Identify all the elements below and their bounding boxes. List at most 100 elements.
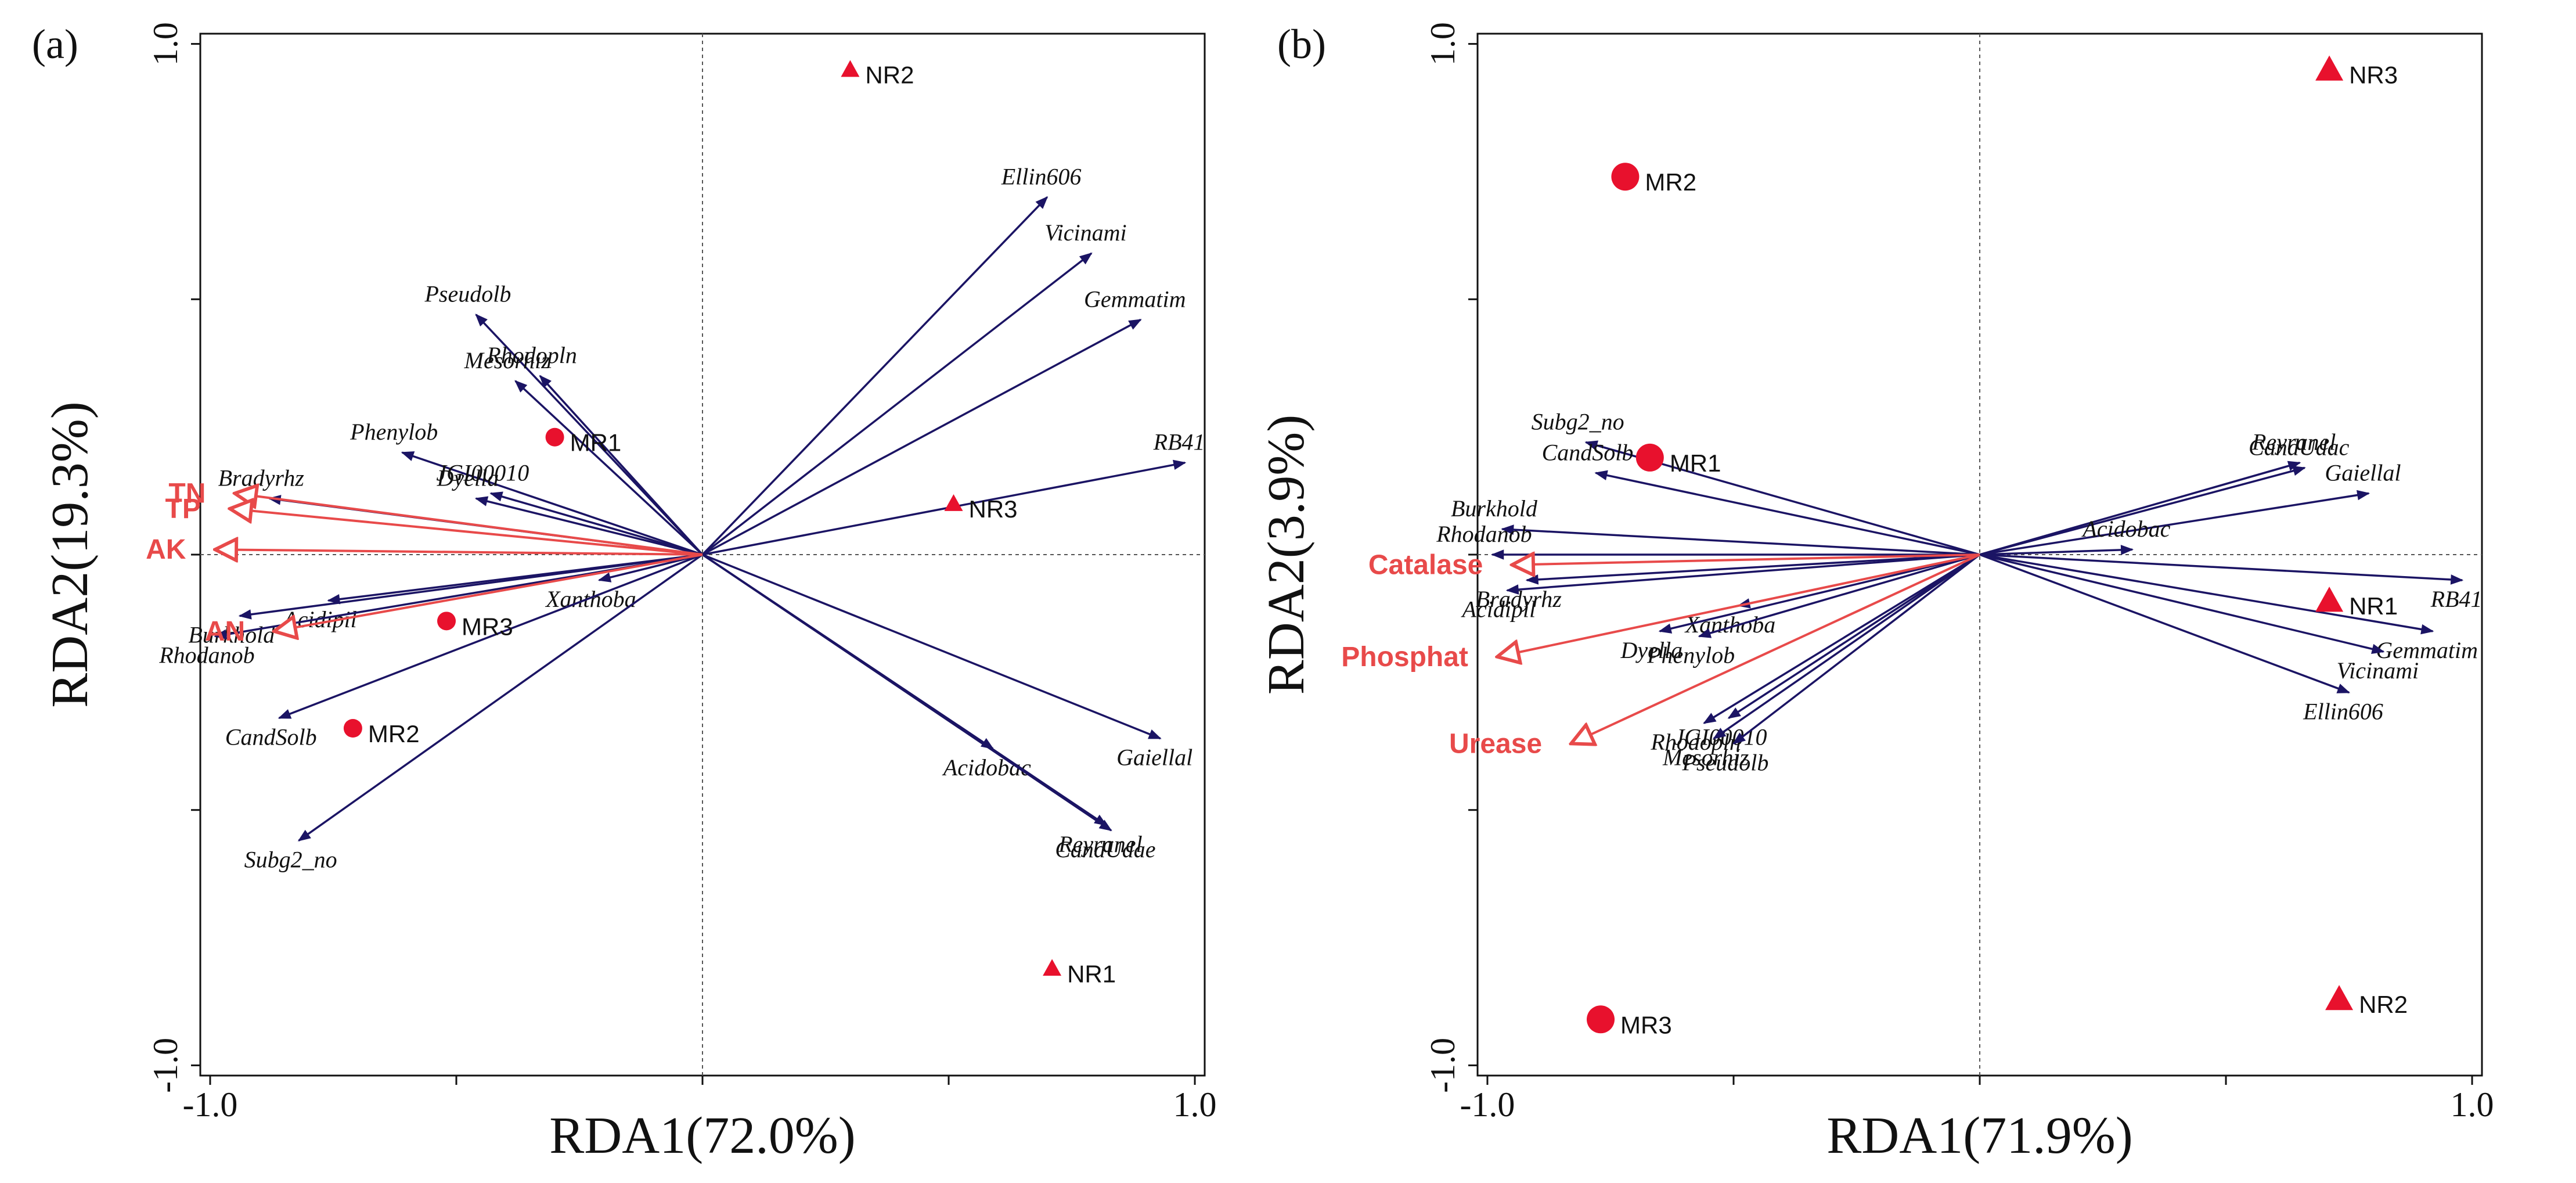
species-arrow-candudac [1979,466,2306,556]
species-arrow-vicinami [1979,553,2385,655]
site-marker-nr3 [944,494,963,511]
species-arrow-gemmatim [1979,553,2434,635]
site-label-mr2: MR2 [1645,168,1696,196]
species-label-jgi00010: JGI00010 [436,459,529,486]
species-label-gaiellal: Gaiellal [2325,459,2401,486]
species-label-rhodanob: Rhodanob [158,642,254,668]
species-label-reyranel: Reyranel [1058,831,1142,857]
species-arrow-gaiellal [1979,490,2370,556]
species-arrow-subg2-no [297,553,704,842]
species-arrow-candudae [702,553,1112,832]
x-tick-label: -1.0 [182,1085,237,1124]
species-label-phenylob: Phenylob [350,419,438,445]
species-arrow-bradyrhz [1525,553,1980,585]
sample-sites: NR2 NR3 NR1 MR1 MR3 MR2 [343,60,1116,987]
species-label-subg2-no: Subg2_no [1532,409,1624,435]
env-label-catalase: Catalase [1368,550,1483,581]
site-marker-mr3 [437,612,456,631]
x-axis-title: RDA1(71.9%) [1826,1107,2132,1164]
species-arrow-candsolb [278,553,703,720]
site-marker-mr2 [1611,163,1640,191]
species-label-burkhold: Burkhold [1451,495,1538,522]
species-label-dyella: Dyella [437,465,499,491]
sample-sites: NR3 NR1 NR2 MR2 MR1 MR3 [1587,55,2408,1038]
species-arrow-jgi00010 [489,491,703,556]
env-label-tp: TP [165,494,201,524]
env-label-an: AN [205,616,245,647]
species-arrow-dyella [1658,553,1980,634]
species-label-pseudolb: Pseudolb [424,281,511,307]
species-label-gemmatim: Gemmatim [1084,286,1186,312]
species-label-gemmatim: Gemmatim [2376,637,2478,663]
species-arrow-candsolb [1594,470,1980,556]
site-marker-mr2 [343,719,362,738]
species-arrow-jgi00010 [1727,553,1980,719]
species-arrow-ellin606 [701,196,1049,556]
site-label-mr2: MR2 [368,720,420,747]
species-label-rb41: RB41 [1153,429,1205,455]
site-marker-nr1 [2315,587,2344,612]
species-arrow-rhodopln [1703,553,1980,724]
species-label-candudac: CandUdac [2249,434,2350,461]
species-arrow-phenylob [1698,553,1980,638]
site-label-mr1: MR1 [570,429,622,456]
species-label-rb41: RB41 [2430,586,2483,612]
env-arrow-catalase [1512,555,1980,565]
species-arrow-pseudolb [1732,553,1981,745]
env-arrow-tp [230,509,703,556]
species-label-vicinami: Vicinami [1044,220,1126,246]
rda-panel-a: -1.0 1.0 1.0 -1.0 (a) RDA1(72.0%) RDA2(19.3%) E… [32,21,1217,1164]
species-label-xanthoba: Xanthoba [545,586,636,612]
species-arrow-rb41 [1979,553,2464,585]
environment-arrows: Catalase Phosphat Urease [1341,550,1980,759]
env-label-tn: TN [168,478,206,509]
site-label-mr3: MR3 [462,613,513,640]
site-label-nr2: NR2 [865,62,914,89]
env-arrow-urease [1571,553,1980,743]
x-tick-label: -1.0 [1460,1085,1515,1124]
species-arrow-dyella [474,496,703,556]
site-marker-nr1 [1043,959,1062,976]
y-axis-title: RDA2(19.3%) [41,401,99,707]
species-arrow-ellin606 [1979,553,2351,694]
site-label-nr3: NR3 [2349,62,2398,89]
site-label-nr1: NR1 [2349,592,2398,620]
panel-label: (a) [32,21,78,67]
species-label-ellin606: Ellin606 [2303,698,2383,724]
env-label-phosphat: Phosphat [1341,642,1468,673]
species-label-rhodopln: Rhodopln [486,342,577,368]
env-arrow-ak [215,549,703,555]
x-tick-label: 1.0 [2451,1085,2494,1124]
env-label-ak: AK [146,534,186,565]
species-label-mesorhiz: Mesorhiz [464,347,551,373]
env-arrow-tn [235,493,703,556]
env-arrow-phosphat [1497,553,1980,657]
site-marker-nr2 [2325,985,2354,1011]
species-label-bradyrhz: Bradyrhz [218,465,305,491]
site-marker-mr1 [1635,443,1664,472]
site-label-mr3: MR3 [1620,1011,1672,1038]
species-label-acidipil: Acidipil [1461,596,1536,623]
species-arrow-pseudolb [475,314,704,556]
species-label-mesorhiz: Mesorhiz [1662,745,1749,771]
species-arrow-gaiellal [702,553,1162,740]
species-label-reyranel: Reyranel [2251,429,2336,455]
species-arrow-mesorhiz [514,380,704,556]
y-axis-title: RDA2(3.9%) [1258,415,1315,695]
panel-label: (b) [1277,21,1326,67]
site-label-nr1: NR1 [1067,960,1116,987]
env-arrow-an [274,553,703,631]
site-label-nr2: NR2 [2359,991,2408,1018]
species-label-pseudolb: Pseudolb [1682,749,1769,775]
species-arrow-mesorhiz [1713,553,1980,740]
species-label-dyella: Dyella [1620,637,1682,663]
species-arrow-rb41 [702,459,1187,556]
x-axis-title: RDA1(72.0%) [549,1107,855,1164]
x-tick-label: 1.0 [1173,1085,1217,1124]
site-label-nr3: NR3 [969,495,1018,523]
species-arrow-rhodopln [539,375,704,556]
y-tick-label: 1.0 [1424,22,1462,66]
species-label-ellin606: Ellin606 [1001,163,1082,189]
site-marker-nr3 [2315,55,2344,81]
